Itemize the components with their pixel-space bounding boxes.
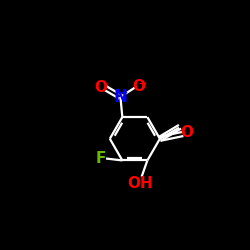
Text: N: N (114, 88, 127, 106)
Text: O: O (95, 80, 108, 94)
Text: O: O (181, 125, 194, 140)
Text: F: F (96, 151, 106, 166)
Text: OH: OH (127, 176, 152, 191)
Text: O: O (132, 79, 145, 94)
Text: +: + (120, 88, 128, 99)
Text: −: − (139, 78, 147, 88)
